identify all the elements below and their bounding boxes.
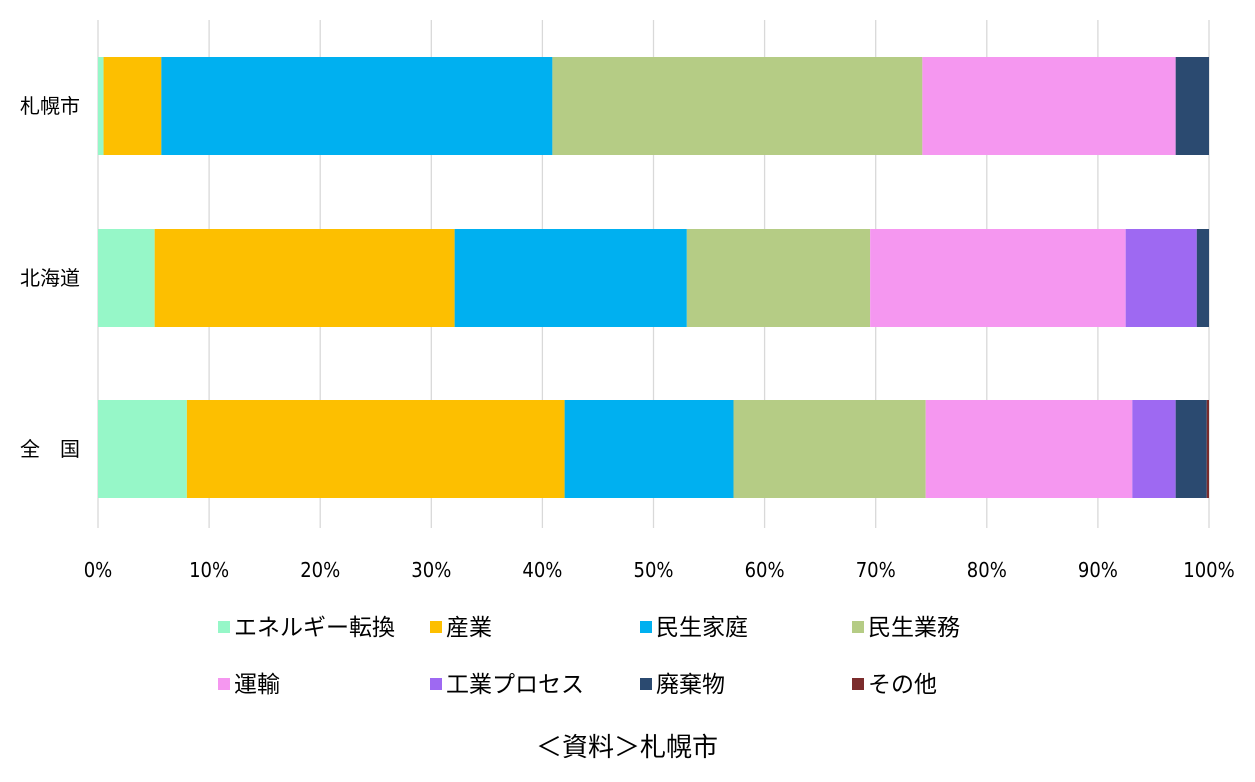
- bar-segment: [1132, 400, 1176, 498]
- x-tick-label: 30%: [411, 558, 451, 582]
- bar-segment: [870, 229, 1126, 327]
- x-tick-label: 80%: [967, 558, 1007, 582]
- bar-segment: [103, 57, 162, 155]
- bar-segment: [98, 400, 187, 498]
- bar-segment: [686, 229, 871, 327]
- bar-segment: [98, 229, 155, 327]
- bar-segment: [1125, 229, 1197, 327]
- bar-segment: [454, 229, 687, 327]
- bar-segment: [733, 400, 926, 498]
- x-tick-label: 20%: [300, 558, 340, 582]
- bar-segment: [98, 57, 104, 155]
- x-tick-label: 50%: [634, 558, 674, 582]
- legend-swatch: [430, 621, 442, 633]
- x-tick-label: 90%: [1078, 558, 1118, 582]
- category-label: 全 国: [20, 437, 80, 461]
- legend-label: 工業プロセス: [446, 672, 584, 698]
- x-tick-label: 70%: [856, 558, 896, 582]
- legend-swatch: [852, 678, 864, 690]
- category-label: 北海道: [20, 266, 80, 290]
- category-label: 札幌市: [20, 94, 80, 118]
- bar-segment: [925, 400, 1133, 498]
- legend-label: 運輸: [234, 672, 280, 698]
- bar-segment: [186, 400, 565, 498]
- legend-label: 産業: [446, 615, 492, 641]
- x-tick-label: 40%: [522, 558, 562, 582]
- legend-label: 廃棄物: [656, 672, 725, 698]
- bar-segment: [1206, 400, 1209, 498]
- legend-swatch: [218, 678, 230, 690]
- bar-segment: [154, 229, 455, 327]
- bar-segment: [1175, 400, 1207, 498]
- legend-label: エネルギー転換: [234, 615, 395, 641]
- x-tick-label: 10%: [189, 558, 229, 582]
- bars: [98, 57, 1209, 498]
- bar-segment: [161, 57, 553, 155]
- bar-segment: [922, 57, 1176, 155]
- legend-label: 民生業務: [868, 615, 960, 641]
- legend-swatch: [640, 621, 652, 633]
- legend-swatch: [430, 678, 442, 690]
- legend-swatch: [852, 621, 864, 633]
- x-tick-label: 0%: [84, 558, 113, 582]
- legend-label: 民生家庭: [656, 615, 748, 641]
- legend-swatch: [218, 621, 230, 633]
- bar-segment: [552, 57, 923, 155]
- source-note: ＜資料＞札幌市: [536, 733, 718, 763]
- x-tick-labels: 0% 10% 20% 30% 40% 50% 60% 70% 80% 90% 100%: [84, 558, 1235, 582]
- x-tick-label: 60%: [745, 558, 785, 582]
- x-tick-label: 100%: [1183, 558, 1234, 582]
- legend-label: その他: [868, 672, 937, 698]
- bar-segment: [1175, 57, 1209, 155]
- legend-swatch: [640, 678, 652, 690]
- bar-segment: [564, 400, 734, 498]
- bar-segment: [1196, 229, 1209, 327]
